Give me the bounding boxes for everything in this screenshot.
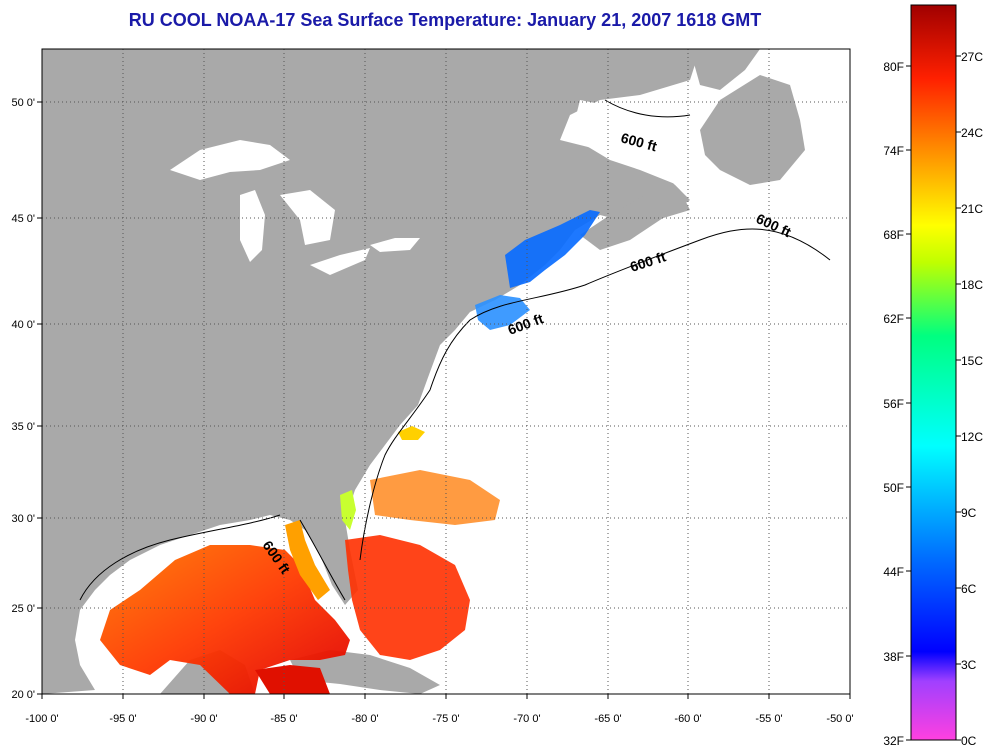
lat-tick-label: 35 0'	[11, 421, 35, 433]
sst-florida-coast	[285, 520, 330, 600]
colorbar-c-label: 27C	[961, 50, 983, 64]
land-labrador	[690, 49, 760, 90]
lon-tick-label: -65 0'	[594, 713, 621, 725]
colorbar-c-label: 24C	[961, 126, 983, 140]
depth-contour-600ft	[79, 99, 831, 601]
colorbar-c-label: 6C	[961, 582, 977, 596]
colorbar-f-label: 50F	[883, 481, 904, 495]
land-north-america	[42, 49, 700, 694]
colorbar-gradient	[910, 4, 957, 741]
colorbar-f-label: 32F	[883, 734, 904, 748]
sst-atlantic-warm	[370, 470, 500, 525]
lat-tick-labels: 20 0' 25 0' 30 0' 35 0' 40 0' 45 0' 50 0…	[11, 97, 35, 701]
tick-marks	[37, 101, 851, 699]
gulf-st-lawrence	[575, 100, 700, 190]
lat-tick-label: 50 0'	[11, 97, 35, 109]
sst-gulf-stream	[345, 535, 470, 660]
colorbar-f-label: 44F	[883, 565, 904, 579]
lon-tick-label: -75 0'	[432, 713, 459, 725]
lake-superior	[170, 140, 290, 180]
lon-tick-label: -90 0'	[190, 713, 217, 725]
colorbar-c-label: 18C	[961, 278, 983, 292]
lon-tick-label: -60 0'	[674, 713, 701, 725]
lat-tick-label: 45 0'	[11, 213, 35, 225]
lon-tick-labels: -100 0' -95 0' -90 0' -85 0' -80 0' -75 …	[25, 713, 853, 725]
colorbar-f-label: 62F	[883, 312, 904, 326]
lon-tick-label: -85 0'	[270, 713, 297, 725]
colorbar-c-label: 3C	[961, 658, 977, 672]
map-grid	[42, 49, 850, 694]
sst-yucatan-warm	[255, 665, 330, 694]
colorbar-f-label: 68F	[883, 228, 904, 242]
lat-tick-label: 30 0'	[11, 513, 35, 525]
colorbar-f-label: 80F	[883, 60, 904, 74]
map-title: RU COOL NOAA-17 Sea Surface Temperature:…	[128, 10, 762, 30]
lat-tick-label: 20 0'	[11, 689, 35, 701]
lat-tick-label: 40 0'	[11, 319, 35, 331]
colorbar-c-label: 15C	[961, 354, 983, 368]
colorbar-f-label: 56F	[883, 397, 904, 411]
lake-michigan	[240, 190, 265, 262]
lat-tick-label: 25 0'	[11, 603, 35, 615]
colorbar-c-label: 12C	[961, 430, 983, 444]
colorbar-c-label: 9C	[961, 506, 977, 520]
lon-tick-label: -80 0'	[351, 713, 378, 725]
land-cuba	[290, 650, 440, 694]
colorbar-f-label: 74F	[883, 144, 904, 158]
sst-cape-hatteras	[398, 426, 425, 440]
colorbar: 32F 38F 44F 50F 56F 62F 68F 74F 80F 0C 3…	[883, 4, 983, 748]
sst-gulf-of-maine	[505, 210, 600, 288]
lon-tick-label: -55 0'	[755, 713, 782, 725]
sst-gulf-of-mexico	[100, 545, 350, 694]
lake-huron	[280, 190, 335, 245]
lon-tick-label: -70 0'	[513, 713, 540, 725]
sst-georgia-coast	[340, 490, 356, 530]
colorbar-c-label: 21C	[961, 202, 983, 216]
lon-tick-label: -50 0'	[826, 713, 853, 725]
colorbar-f-label: 38F	[883, 650, 904, 664]
lon-tick-label: -100 0'	[25, 713, 58, 725]
lake-erie	[310, 248, 370, 275]
lon-tick-label: -95 0'	[109, 713, 136, 725]
sst-cape-cod	[475, 295, 530, 330]
colorbar-ticks	[906, 55, 961, 741]
lake-ontario	[370, 238, 420, 252]
colorbar-c-label: 0C	[961, 734, 977, 748]
